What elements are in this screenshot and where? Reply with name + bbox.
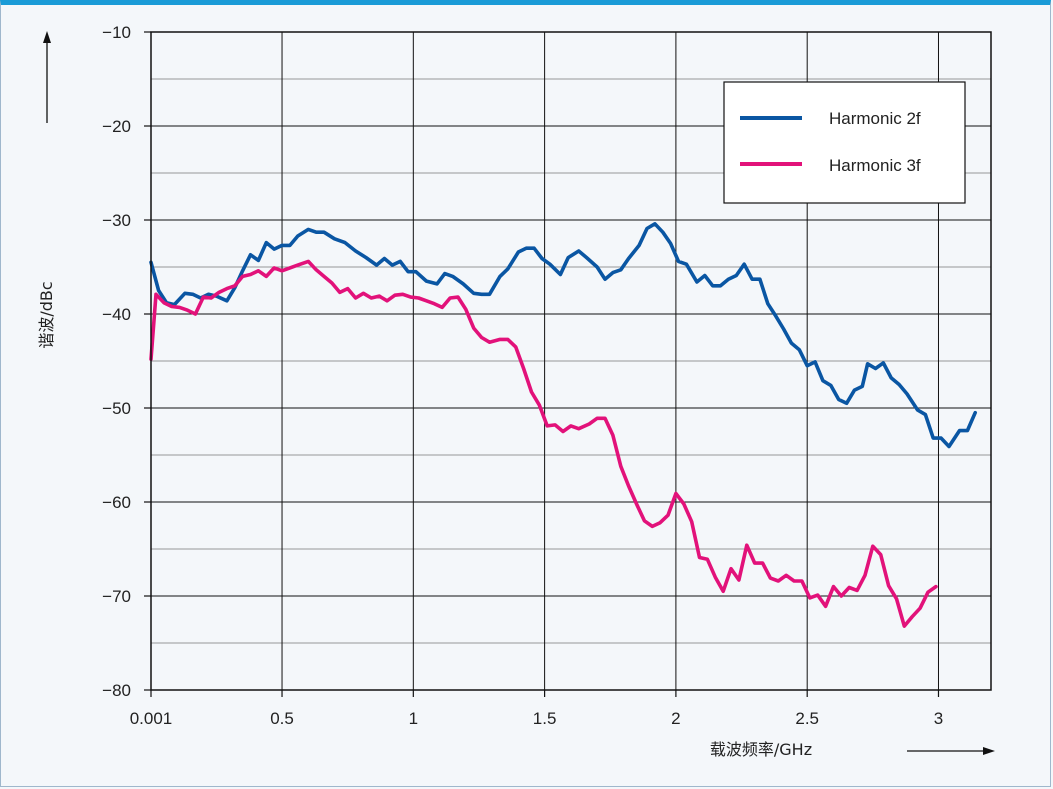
legend: Harmonic 2f Harmonic 3f	[723, 81, 966, 204]
y-tick-label: −40	[102, 305, 131, 324]
x-tick-label: 1	[409, 709, 418, 728]
y-tick-label: −80	[102, 681, 131, 700]
y-tick-label: −60	[102, 493, 131, 512]
y-tick-label: −20	[102, 117, 131, 136]
y-axis-arrow	[43, 31, 51, 123]
ticks: −10 −20 −30 −40 −50 −60 −70 −80 0.001 0.5 1 1.5 2 2.5…	[102, 23, 943, 728]
x-tick-label: 1.5	[533, 709, 557, 728]
harmonics-chart: −10 −20 −30 −40 −50 −60 −70 −80 0.001 0.5 1 1.5 2 2.5…	[37, 23, 995, 759]
y-axis-label: 谐波/dBc	[37, 281, 56, 348]
legend-box	[723, 81, 966, 204]
series-lines	[149, 222, 978, 628]
x-axis-arrow	[907, 747, 995, 755]
x-tick-label: 2.5	[795, 709, 819, 728]
plot-border	[150, 31, 992, 691]
x-tick-label: 2	[671, 709, 680, 728]
y-tick-label: −50	[102, 399, 131, 418]
legend-label-2f: Harmonic 2f	[829, 109, 921, 128]
grid	[150, 31, 991, 691]
series-line-harmonic-2f	[149, 222, 978, 449]
legend-label-3f: Harmonic 3f	[829, 156, 921, 175]
y-tick-label: −70	[102, 587, 131, 606]
x-tick-label: 0.001	[130, 709, 173, 728]
x-axis-label: 载波频率/GHz	[710, 740, 812, 759]
x-tick-label: 3	[934, 709, 943, 728]
y-tick-label: −10	[102, 23, 131, 42]
y-tick-label: −30	[102, 211, 131, 230]
series-line-harmonic-3f	[149, 259, 938, 628]
x-tick-label: 0.5	[270, 709, 294, 728]
